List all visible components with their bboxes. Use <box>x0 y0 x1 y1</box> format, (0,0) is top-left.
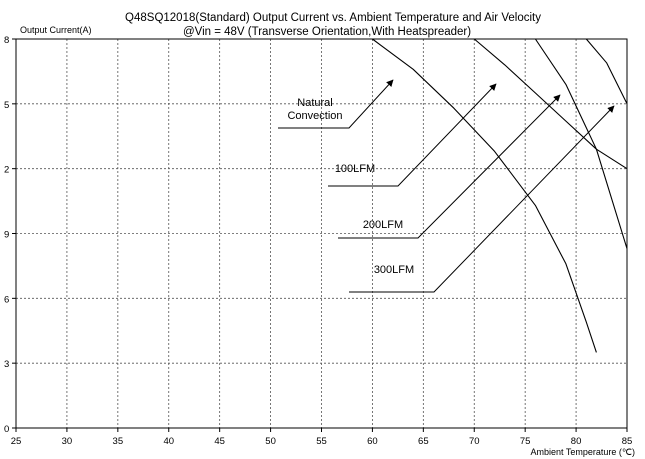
x-tick-label: 45 <box>214 436 225 447</box>
chart-subtitle: @Vin = 48V (Transverse Orientation,With … <box>183 26 471 38</box>
x-tick-label: 30 <box>62 436 73 447</box>
chart-title: Q48SQ12018(Standard) Output Current vs. … <box>125 12 541 24</box>
series-line-1 <box>16 38 597 353</box>
plot-frame <box>15 38 628 429</box>
series-callout-label: Convection <box>287 110 342 122</box>
y-tick-label: 3 <box>4 359 9 370</box>
x-tick-label: 75 <box>520 436 531 447</box>
x-tick-label: 55 <box>316 436 327 447</box>
x-axis-label: Ambient Temperature (℃) <box>531 447 635 457</box>
callout-arrow <box>328 83 497 187</box>
x-tick-label: 25 <box>11 436 22 447</box>
y-tick-label: 9 <box>4 230 9 241</box>
callout-arrow <box>349 105 615 293</box>
series-callout-label: 200LFM <box>363 219 403 231</box>
x-tick-label: 50 <box>265 436 276 447</box>
x-tick-label: 40 <box>163 436 174 447</box>
x-tick-label: 85 <box>622 436 633 447</box>
y-tick-label: 8 <box>4 35 9 46</box>
x-tick-label: 65 <box>418 436 429 447</box>
x-tick-label: 70 <box>469 436 480 447</box>
callout-arrow <box>338 94 561 239</box>
y-tick-label: 0 <box>4 424 9 435</box>
callout-arrow <box>278 79 394 129</box>
x-tick-label: 80 <box>571 436 582 447</box>
y-tick-label: 6 <box>4 294 9 305</box>
x-tick-label: 60 <box>367 436 378 447</box>
series-callout-label: 100LFM <box>335 163 375 175</box>
y-axis-label: Output Current(A) <box>20 25 92 35</box>
series-callout-label: Natural <box>297 97 332 109</box>
y-tick-label: 2 <box>4 165 9 176</box>
series-callout-label: 300LFM <box>374 264 414 276</box>
grid <box>16 39 627 428</box>
x-tick-label: 35 <box>113 436 124 447</box>
y-tick-label: 5 <box>4 100 9 111</box>
